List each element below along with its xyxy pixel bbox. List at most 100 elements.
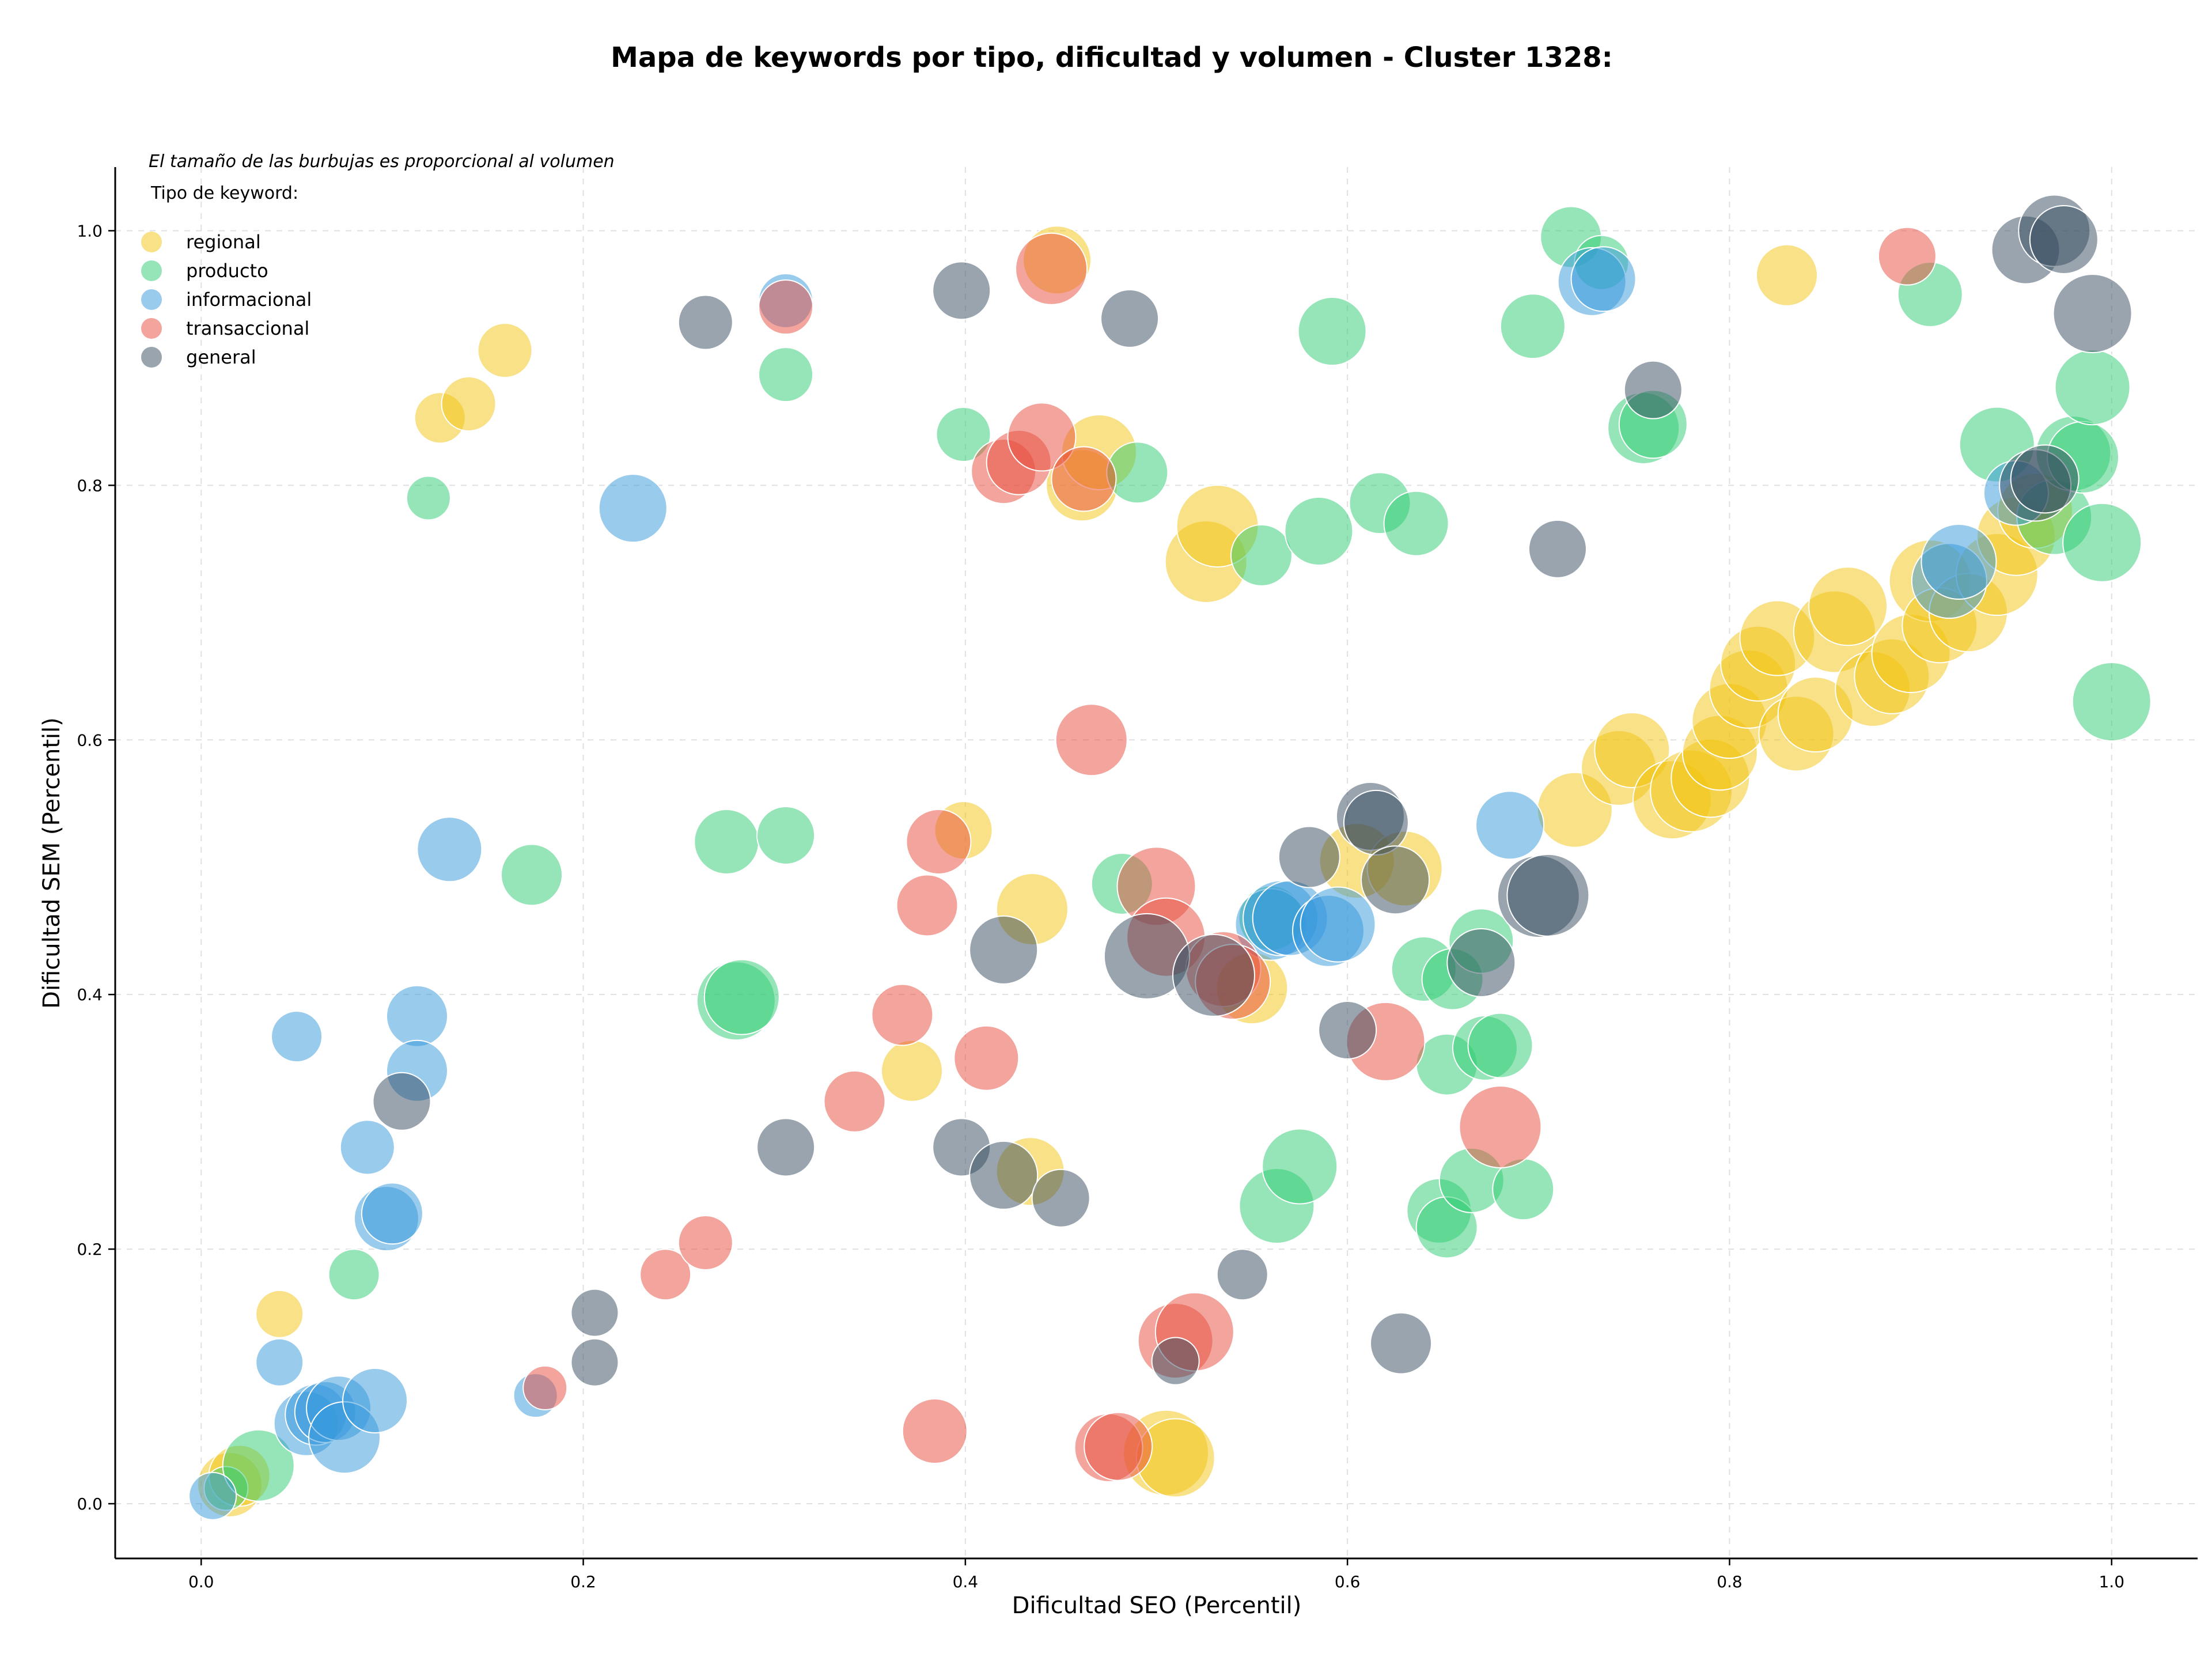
bubble-producto	[2062, 502, 2142, 582]
bubble-transaccional	[639, 1248, 692, 1301]
bubble-general	[1343, 789, 1409, 856]
bubble-producto	[935, 406, 991, 462]
bubble-general	[1031, 1168, 1090, 1228]
bubble-general	[1446, 928, 1516, 997]
legend-marker-informacional	[141, 289, 162, 310]
bubble-regional	[255, 1289, 304, 1338]
y-ticks: 0.0 0.2 0.4 0.6 0.8 1.0	[77, 221, 115, 1514]
bubble-producto	[1499, 293, 1566, 360]
bubble-informacional	[255, 1338, 304, 1387]
bubble-transaccional	[1007, 402, 1077, 472]
y-tick-label: 0.8	[77, 476, 103, 495]
bubble-producto	[1284, 496, 1354, 566]
bubble-general	[1100, 289, 1160, 348]
bubble-general	[756, 1118, 816, 1177]
bubble-informacional	[1921, 523, 1997, 600]
bubble-general	[2010, 444, 2080, 514]
series-general	[372, 194, 2133, 1387]
bubble-size-note: El tamaño de las burbujas es proporciona…	[149, 152, 615, 172]
bubble-producto	[1297, 297, 1367, 366]
legend-title: Tipo de keyword:	[150, 183, 298, 203]
bubble-producto	[756, 805, 816, 865]
legend-marker-general	[141, 347, 162, 368]
bubble-regional	[441, 376, 497, 432]
bubble-producto	[1230, 524, 1293, 587]
y-axis-label: Dificultad SEM (Percentil)	[39, 717, 65, 1009]
x-ticks: 0.0 0.2 0.4 0.6 0.8 1.0	[188, 1558, 2124, 1591]
bubble-informacional	[339, 1119, 395, 1175]
bubble-general	[1370, 1312, 1433, 1375]
bubble-producto	[406, 475, 451, 521]
bubble-general	[969, 1140, 1039, 1210]
bubble-transaccional	[522, 1365, 568, 1410]
bubble-general	[570, 1288, 619, 1337]
bubble-informacional	[1300, 886, 1376, 963]
bubble-producto	[1262, 1128, 1338, 1205]
legend-label-informacional: informacional	[186, 289, 312, 311]
bubble-general	[1216, 1248, 1268, 1301]
bubble-general	[969, 915, 1039, 985]
bubble-informacional	[361, 1182, 423, 1245]
bubble-general	[1172, 934, 1255, 1017]
bubble-general	[677, 294, 733, 350]
legend: regional producto informacional transaccion…	[141, 231, 312, 368]
bubble-transaccional	[953, 1025, 1020, 1091]
bubble-producto	[222, 1429, 295, 1502]
series-transaccional	[522, 226, 1937, 1482]
x-tick-label: 0.0	[188, 1572, 214, 1591]
bubble-producto	[758, 347, 814, 403]
legend-label-transaccional: transaccional	[186, 317, 309, 339]
bubble-regional	[1808, 566, 1888, 646]
bubble-transaccional	[1055, 703, 1128, 777]
bubble-regional	[880, 1039, 943, 1102]
bubble-general	[570, 1338, 619, 1387]
bubble-general	[1361, 845, 1430, 915]
bubble-transaccional	[677, 1215, 733, 1271]
x-tick-label: 1.0	[2099, 1572, 2124, 1591]
bubble-general	[372, 1072, 431, 1131]
bubble-general	[1506, 853, 1590, 937]
legend-label-producto: producto	[186, 260, 268, 282]
y-tick-label: 0.0	[77, 1494, 103, 1514]
bubble-informacional	[386, 985, 449, 1047]
bubble-general	[2029, 205, 2099, 274]
x-tick-label: 0.6	[1335, 1572, 1361, 1591]
bubble-informacional	[188, 1471, 237, 1520]
bubble-regional	[1755, 244, 1818, 307]
bubble-transaccional	[1015, 232, 1088, 305]
x-tick-label: 0.4	[953, 1572, 979, 1591]
y-tick-label: 0.2	[77, 1240, 103, 1259]
legend-label-regional: regional	[186, 231, 261, 253]
bubble-transaccional	[758, 279, 814, 335]
bubble-transaccional	[906, 809, 972, 875]
bubble-informacional	[416, 816, 483, 883]
legend-marker-regional	[141, 232, 162, 252]
points-layer	[188, 194, 2152, 1520]
bubble-producto	[501, 843, 563, 906]
bubble-transaccional	[1084, 1412, 1153, 1481]
series-informacional	[188, 246, 2049, 1520]
bubble-transaccional	[1877, 226, 1937, 286]
chart-title: Mapa de keywords por tipo, dificultad y …	[611, 41, 1613, 74]
bubble-transaccional	[902, 1398, 968, 1465]
bubble-transaccional	[896, 874, 959, 937]
bubble-regional	[477, 323, 533, 379]
y-tick-label: 0.6	[77, 731, 103, 750]
bubble-producto	[1467, 1012, 1533, 1079]
bubble-transaccional	[1459, 1085, 1542, 1168]
x-tick-label: 0.2	[570, 1572, 596, 1591]
bubble-producto	[694, 809, 760, 875]
legend-label-general: general	[186, 346, 256, 368]
bubble-transaccional	[823, 1070, 886, 1133]
bubble-general	[1623, 360, 1683, 419]
bubble-producto	[328, 1248, 380, 1301]
y-tick-label: 1.0	[77, 221, 103, 240]
bubble-general	[1278, 826, 1340, 888]
bubble-general	[1151, 1337, 1200, 1386]
bubble-transaccional	[871, 983, 934, 1046]
bubble-general	[1528, 519, 1587, 578]
grid	[115, 167, 2198, 1558]
bubble-informacional	[271, 1011, 323, 1063]
legend-marker-transaccional	[141, 318, 162, 339]
